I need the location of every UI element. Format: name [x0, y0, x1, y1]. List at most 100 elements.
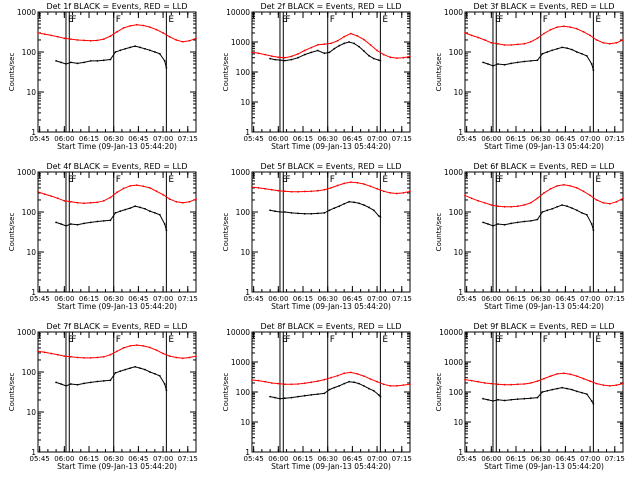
lld-data-point [395, 385, 398, 387]
x-tick-label: 06:30 [531, 295, 551, 303]
x-tick-label: 05:45 [244, 295, 264, 303]
lld-data-point [102, 355, 105, 358]
lld-data-point [503, 44, 506, 46]
events-data-point [310, 212, 313, 215]
events-data-point [60, 61, 62, 64]
x-tick-label: 05:45 [244, 135, 264, 143]
x-tick-label: 05:45 [457, 295, 477, 303]
events-data-point [348, 200, 350, 203]
events-data-point [96, 220, 99, 223]
x-tick-label: 06:15 [506, 455, 526, 463]
x-tick-label: 07:15 [178, 295, 198, 303]
events-data-point [492, 65, 494, 67]
events-data-point [83, 222, 85, 225]
x-tick-label: 06:30 [318, 295, 338, 303]
events-data-point [303, 212, 306, 215]
lld-data-point [356, 181, 359, 184]
y-tick-label: 10 [26, 408, 36, 417]
lld-data-point [149, 346, 151, 349]
events-data-point [571, 207, 573, 210]
x-tick-label: 06:00 [54, 135, 74, 143]
events-data-point [487, 398, 489, 401]
x-tick-label: 06:30 [104, 455, 124, 463]
y-tick-label: 10 [240, 248, 250, 257]
lld-data-point [316, 380, 319, 382]
x-tick-label: 05:45 [30, 295, 50, 303]
lld-data-point [389, 385, 392, 387]
event-marker-label: F [71, 335, 76, 345]
events-data-point [290, 396, 293, 399]
lld-data-point [470, 34, 473, 37]
events-data-point [372, 57, 375, 60]
lld-data-point [330, 187, 332, 189]
events-series-line [482, 46, 594, 71]
x-tick-label: 07:15 [392, 135, 412, 143]
lld-data-point [389, 56, 392, 59]
lld-data-point [142, 185, 145, 188]
lld-data-point [483, 201, 486, 204]
lld-data-point [188, 39, 191, 42]
lld-data-point [497, 42, 499, 45]
y-tick-label: 100 [236, 388, 251, 397]
lld-data-point [556, 373, 559, 375]
event-marker-label: F [330, 175, 335, 185]
events-data-point [561, 386, 563, 389]
y-tick-label: 100 [449, 48, 464, 57]
lld-data-point [155, 349, 158, 352]
event-marker-label: F [285, 335, 290, 345]
lld-data-point [109, 353, 112, 356]
lld-data-point [382, 53, 385, 56]
lld-data-point [277, 382, 280, 385]
lld-data-point [122, 27, 125, 29]
lld-data-point [543, 192, 545, 194]
lld-data-point [257, 379, 260, 382]
events-data-point [516, 398, 519, 400]
events-data-point [114, 372, 117, 374]
events-data-point [561, 46, 563, 49]
lld-data-point [615, 384, 618, 386]
chart-panel-9: Det 9f BLACK = Events, RED = LLD 1 10 100 10… [435, 322, 625, 471]
lld-data-point [89, 201, 92, 204]
events-data-point [310, 51, 313, 54]
x-axis-label: Start Time (09-Jan-13 05:44:20) [57, 142, 177, 151]
lld-data-point [523, 383, 526, 385]
lld-data-point [556, 26, 559, 28]
x-tick-label: 06:45 [555, 295, 575, 303]
plot-frame [464, 11, 624, 133]
x-axis-label: Start Time (09-Jan-13 05:44:20) [271, 462, 391, 471]
x-tick-label: 07:00 [367, 455, 387, 463]
lld-data-point [50, 34, 53, 37]
events-data-point [76, 223, 79, 226]
events-data-point [165, 389, 168, 392]
events-data-point [503, 399, 506, 402]
y-tick-label: 1 [31, 128, 36, 137]
lld-data-point [589, 194, 591, 197]
events-data-point [503, 223, 506, 226]
events-data-point [576, 209, 578, 212]
x-tick-label: 06:15 [506, 135, 526, 143]
lld-data-point [257, 187, 260, 189]
events-data-point [65, 385, 67, 387]
events-data-point [124, 208, 127, 211]
lld-data-point [83, 39, 85, 42]
lld-data-point [76, 39, 79, 41]
lld-data-point [464, 32, 466, 34]
plot-frame [37, 171, 197, 293]
x-axis-label: Start Time (09-Jan-13 05:44:20) [57, 462, 177, 471]
events-data-point [556, 47, 559, 50]
events-data-point [323, 212, 326, 214]
event-marker-label: E [68, 175, 74, 185]
lld-data-point [497, 205, 499, 208]
x-tick-label: 06:45 [128, 135, 148, 143]
x-tick-label: 06:30 [318, 135, 338, 143]
lld-data-point [277, 56, 280, 59]
events-data-point [536, 396, 539, 399]
lld-data-point [569, 373, 572, 376]
lld-data-point [356, 373, 359, 375]
lld-data-point [622, 197, 624, 200]
lld-data-point [109, 196, 112, 199]
event-marker-label: F [330, 335, 335, 345]
lld-data-point [264, 380, 267, 383]
chart-panel-6: Det 6f BLACK = Events, RED = LLD 1 10 100 10… [435, 162, 625, 311]
events-data-point [323, 392, 326, 395]
